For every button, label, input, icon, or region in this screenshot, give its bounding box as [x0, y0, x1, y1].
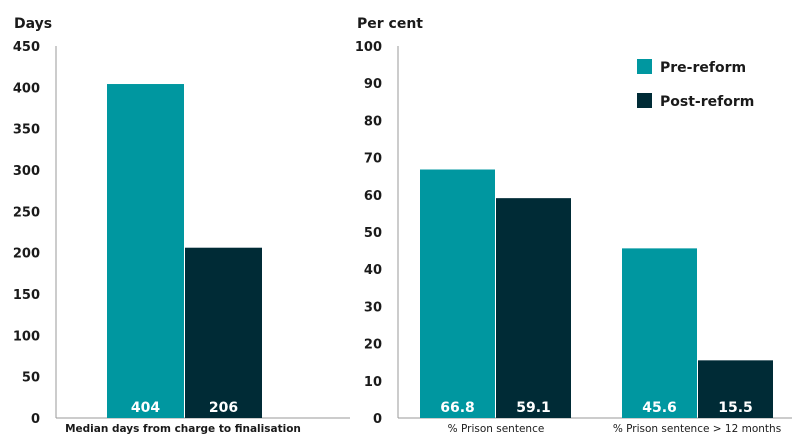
left-bar-value-label: 404 — [131, 400, 160, 416]
right-y-tick-label: 40 — [364, 263, 382, 278]
left-y-tick-label: 200 — [13, 247, 40, 262]
left-y-tick-label: 400 — [13, 81, 40, 96]
left-y-tick-label: 50 — [22, 371, 40, 386]
right-y-tick-label: 70 — [364, 152, 382, 167]
left-category-labels: Median days from charge to finalisation — [65, 423, 301, 435]
right-y-tick-label: 80 — [364, 114, 382, 129]
right-y-tick-label: 30 — [364, 300, 382, 315]
legend-label-pre-reform: Pre-reform — [660, 60, 746, 76]
right-category-labels: % Prison sentence % Prison sentence > 12 … — [448, 423, 782, 435]
left-y-tick-label: 150 — [13, 288, 40, 303]
left-y-tick-label: 0 — [31, 412, 40, 427]
legend-swatch-post-reform — [637, 93, 652, 108]
left-bar-value-label: 206 — [209, 400, 238, 416]
left-y-axis-title: Days — [14, 16, 52, 32]
right-bar-value-label: 15.5 — [718, 400, 753, 416]
legend: Pre-reform Post-reform — [637, 59, 754, 110]
right-bar-value-label: 66.8 — [440, 400, 475, 416]
left-y-ticks: 0 50 100 150 200 250 300 350 400 450 — [13, 40, 40, 427]
right-y-tick-label: 20 — [364, 338, 382, 353]
right-bars: 66.8 59.1 45.6 15.5 — [420, 169, 773, 418]
right-y-tick-label: 50 — [364, 226, 382, 241]
right-y-axis-title: Per cent — [357, 16, 423, 32]
right-category-label: % Prison sentence > 12 months — [613, 423, 781, 435]
right-category-label: % Prison sentence — [448, 423, 545, 435]
right-bar-value-label: 45.6 — [642, 400, 677, 416]
legend-swatch-pre-reform — [637, 59, 652, 74]
right-bar-post-reform — [496, 198, 571, 418]
right-bar-value-label: 59.1 — [516, 400, 551, 416]
left-y-tick-label: 450 — [13, 40, 40, 55]
right-y-tick-label: 100 — [355, 40, 382, 55]
left-bar-pre-reform — [107, 84, 184, 418]
left-category-label: Median days from charge to finalisation — [65, 423, 301, 435]
right-y-ticks: 0 10 20 30 40 50 60 70 80 90 100 — [355, 40, 382, 427]
left-bar-post-reform — [185, 247, 262, 418]
legend-label-post-reform: Post-reform — [660, 94, 754, 110]
right-bar-pre-reform — [622, 248, 697, 418]
right-bar-post-reform — [698, 360, 773, 418]
left-bars: 404 206 — [107, 84, 262, 418]
right-y-tick-label: 60 — [364, 189, 382, 204]
left-y-tick-label: 250 — [13, 205, 40, 220]
right-y-tick-label: 0 — [373, 412, 382, 427]
left-y-tick-label: 350 — [13, 123, 40, 138]
left-y-tick-label: 300 — [13, 164, 40, 179]
right-panel: Per cent 0 10 20 30 40 50 60 70 80 90 100 66.8 59.1… — [355, 16, 792, 435]
right-y-tick-label: 90 — [364, 77, 382, 92]
left-y-tick-label: 100 — [13, 329, 40, 344]
right-bar-pre-reform — [420, 169, 495, 418]
right-y-tick-label: 10 — [364, 375, 382, 390]
